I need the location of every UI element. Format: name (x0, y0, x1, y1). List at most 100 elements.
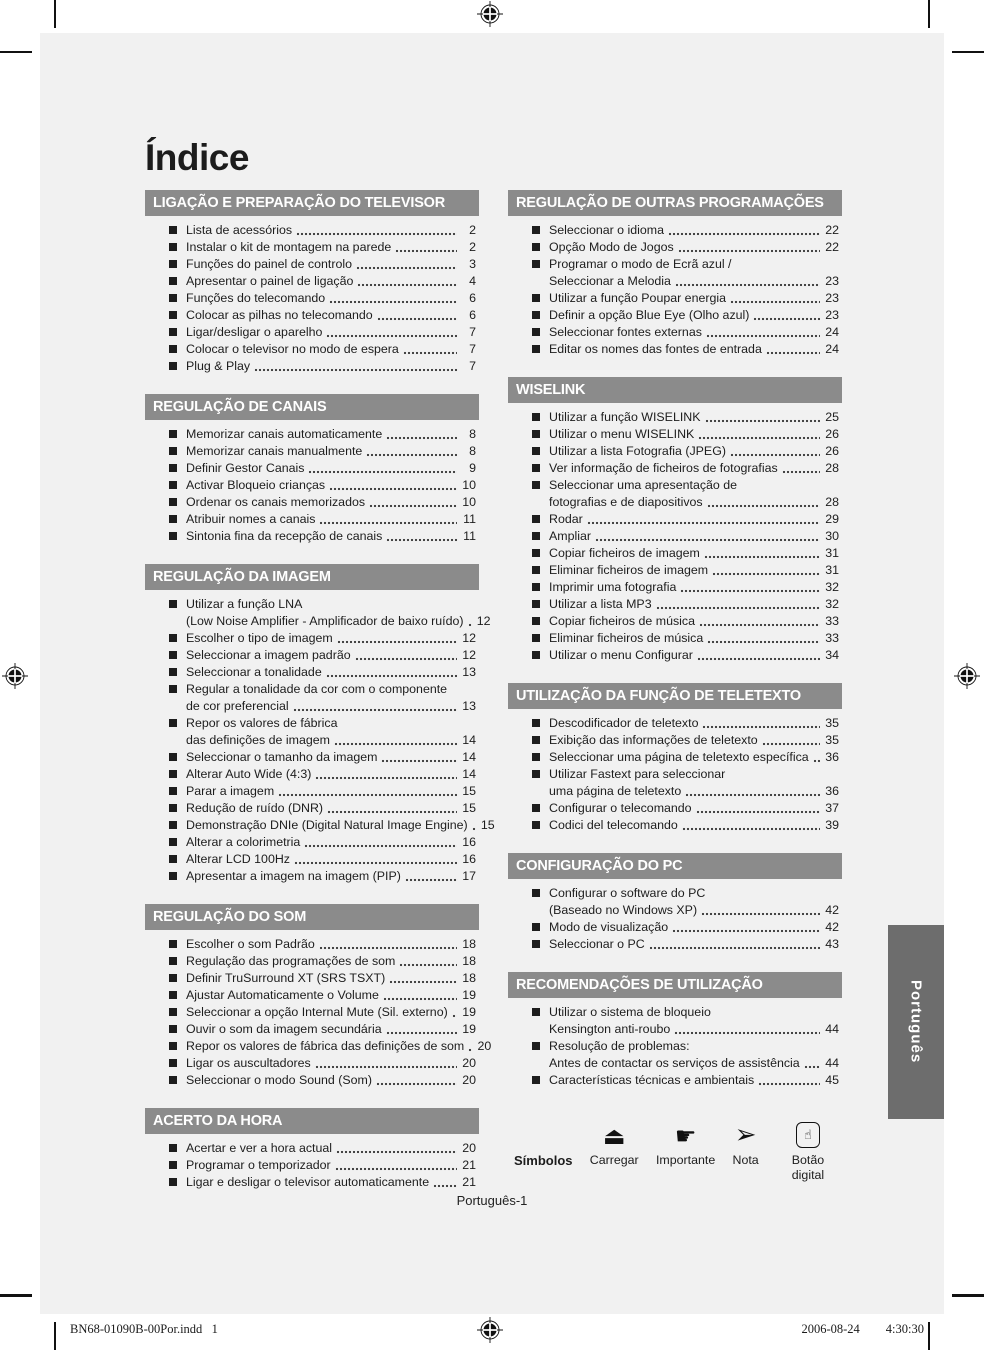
toc-entry-line: Rodar 29 (508, 511, 842, 528)
bullet-square-icon (532, 821, 540, 829)
bullet-square-icon (169, 1059, 177, 1067)
toc-entry-text: Seleccionar a tonalidade (186, 665, 322, 679)
toc-entry-line: Ajustar Automaticamente o Volume 19 (145, 987, 479, 1004)
toc-entry-text: Ouvir o som da imagem secundária (186, 1022, 382, 1036)
bullet-square-icon (169, 481, 177, 489)
toc-section: REGULAÇÃO DE CANAIS Memorizar canais auto… (145, 394, 479, 545)
toc-entry-text: Atribuir nomes a canais (186, 512, 316, 526)
toc-entry-line: Seleccionar o PC 43 (508, 936, 842, 953)
section-header: ACERTO DA HORA (145, 1108, 479, 1134)
dot-leader (701, 912, 820, 916)
symbols-legend-title: Símbolos (514, 1112, 573, 1183)
toc-section: REGULAÇÃO DE OUTRAS PROGRAMAÇÕES Seleccio… (508, 190, 842, 358)
symbol-label: Carregar (589, 1153, 639, 1167)
toc-entry-line: Demonstração DNIe (Digital Natural Image… (145, 817, 495, 834)
page-number: 19 (462, 988, 476, 1002)
toc-section: LIGAÇÃO E PREPARAÇÃO DO TELEVISOR Lista d… (145, 190, 479, 375)
bullet-square-icon (169, 345, 177, 353)
page-number: 32 (825, 580, 839, 594)
print-slug-date: 2006-08-24 (801, 1322, 860, 1336)
page-number: 19 (462, 1022, 476, 1036)
toc-entry-line: Memorizar canais manualmente 8 (145, 443, 479, 460)
toc-entry-line: Funções do telecomando 6 (145, 290, 479, 307)
dot-leader (319, 521, 457, 525)
dot-leader (314, 1065, 457, 1069)
toc-entry-text: Colocar as pilhas no telecomando (186, 308, 373, 322)
toc-entry-text: Antes de contactar os serviços de assist… (549, 1056, 800, 1070)
page-number: 43 (825, 937, 839, 951)
dot-leader (668, 232, 820, 236)
toc-entry-line: Definir TruSurround XT (SRS TSXT) 18 (145, 970, 479, 987)
toc-entry-text: Memorizar canais automaticamente (186, 427, 383, 441)
bullet-square-icon (532, 889, 540, 897)
bullet-square-icon (532, 260, 540, 268)
toc-column-right-wrap: REGULAÇÃO DE OUTRAS PROGRAMAÇÕES Seleccio… (508, 190, 842, 1183)
page-number: 36 (825, 750, 839, 764)
dot-leader (386, 436, 457, 440)
toc-entry-text: Configurar o software do PC (549, 886, 706, 900)
crop-mark (54, 1322, 56, 1350)
toc-entry-text: Definir a opção Blue Eye (Olho azul) (549, 308, 750, 322)
dot-leader (433, 1184, 457, 1188)
dot-leader (702, 725, 820, 729)
bullet-square-icon (169, 974, 177, 982)
page-number: 26 (825, 427, 839, 441)
toc-entry-line: Ampliar 30 (508, 528, 842, 545)
toc-entry-line: Definir a opção Blue Eye (Olho azul) 23 (508, 307, 842, 324)
dot-leader (655, 606, 820, 610)
page-number: 9 (469, 461, 476, 475)
toc-entry-text: Eliminar ficheiros de música (549, 631, 704, 645)
toc-section: WISELINK Utilizar a função WISELINK 25 Util… (508, 377, 842, 664)
toc-entry-text: Utilizar a função WISELINK (549, 410, 701, 424)
bullet-square-icon (169, 787, 177, 795)
toc-entry-text: Redução de ruído (DNR) (186, 801, 324, 815)
crop-mark (928, 0, 930, 28)
dot-leader (677, 249, 820, 253)
bullet-square-icon (532, 1042, 540, 1050)
section-header: REGULAÇÃO DA IMAGEM (145, 564, 479, 590)
bullet-square-icon (532, 294, 540, 302)
bullet-square-icon (169, 991, 177, 999)
page-number: 30 (825, 529, 839, 543)
bullet-square-icon (532, 617, 540, 625)
toc-entry-text: Descodificador de teletexto (549, 716, 699, 730)
symbols-label: Símbolos (514, 1153, 573, 1168)
section-header: REGULAÇÃO DE OUTRAS PROGRAMAÇÕES (508, 190, 842, 216)
dot-leader (586, 521, 820, 525)
toc-entry-text: Activar Bloqueio crianças (186, 478, 326, 492)
toc-entry-line: Colocar o televisor no modo de espera 7 (145, 341, 479, 358)
page-number: 16 (462, 835, 476, 849)
dot-leader (471, 827, 476, 831)
dot-leader (812, 759, 820, 763)
dot-leader (753, 317, 820, 321)
dot-leader (674, 283, 820, 287)
bullet-square-icon (169, 1178, 177, 1186)
toc-entry-text: Repor os valores de fábrica (186, 716, 338, 730)
toc-entry-text: Ajustar Automaticamente o Volume (186, 988, 379, 1002)
toc-entry-line: Seleccionar a Melodia 23 (508, 273, 842, 290)
toc-entry-text: Codici del telecomando (549, 818, 678, 832)
page-number: 24 (825, 325, 839, 339)
toc-entry-text: Opção Modo de Jogos (549, 240, 674, 254)
registration-mark-icon (477, 1317, 503, 1343)
bullet-square-icon (169, 855, 177, 863)
page-number: 42 (825, 920, 839, 934)
page-number: 7 (469, 342, 476, 356)
toc-entry-text: Exibição das informações de teletexto (549, 733, 758, 747)
toc-entry-line: Copiar ficheiros de música 33 (508, 613, 842, 630)
bullet-square-icon (532, 634, 540, 642)
page-number: 18 (462, 971, 476, 985)
toc-entry-line: Funções do painel de controlo 3 (145, 256, 479, 273)
toc-entry-line: Ouvir o som da imagem secundária 19 (145, 1021, 479, 1038)
bullet-square-icon (532, 736, 540, 744)
toc-entry-text: Utilizar a lista Fotografia (JPEG) (549, 444, 726, 458)
bullet-square-icon (532, 651, 540, 659)
toc-entry-text: Seleccionar uma apresentação de (549, 478, 738, 492)
page-number: 14 (462, 733, 476, 747)
dot-leader (327, 810, 457, 814)
toc-entry-line: Ver informação de ficheiros de fotografi… (508, 460, 842, 477)
toc-entry-line: Memorizar canais automaticamente 8 (145, 426, 479, 443)
toc-entry-line: Seleccionar o tamanho da imagem 14 (145, 749, 479, 766)
bullet-square-icon (169, 260, 177, 268)
dot-leader (357, 283, 457, 287)
